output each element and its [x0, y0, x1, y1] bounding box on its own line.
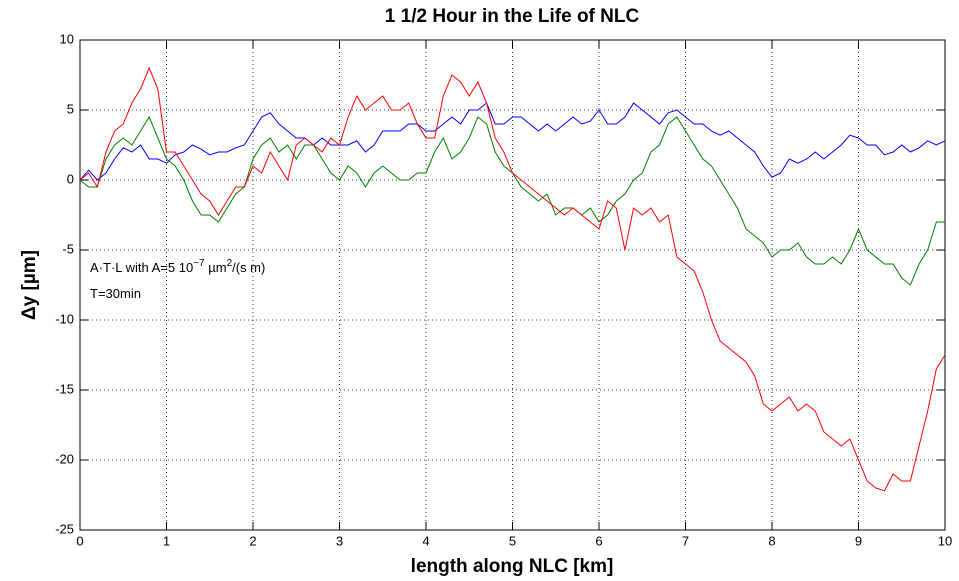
x-axis-label: length along NLC [km] [411, 556, 614, 577]
annotation-part: 2 [227, 258, 233, 269]
chart-title: 1 1/2 Hour in the Life of NLC [385, 6, 640, 27]
x-tick-label: 8 [768, 533, 775, 548]
x-tick-label: 2 [249, 533, 256, 548]
annotation: T=30min [90, 286, 141, 301]
x-tick-label: 1 [163, 533, 170, 548]
data-line [79, 66, 946, 492]
y-tick-label: 0 [67, 171, 74, 186]
data-line [79, 102, 946, 181]
x-tick-label: 7 [682, 533, 689, 548]
x-tick-label: 10 [938, 533, 952, 548]
y-tick-label: -15 [55, 381, 74, 396]
annotation: A·T·L with A=5 10−7 µm2/(s m) [90, 258, 265, 275]
annotation-part: A·T·L with A=5 10 [90, 260, 193, 275]
y-tick-label: 5 [67, 101, 74, 116]
y-tick-label: -20 [55, 451, 74, 466]
y-tick-label: 10 [60, 31, 74, 46]
x-tick-label: 4 [422, 533, 429, 548]
x-tick-label: 9 [855, 533, 862, 548]
x-tick-label: 3 [336, 533, 343, 548]
x-tick-label: 6 [595, 533, 602, 548]
y-tick-label: -5 [62, 241, 74, 256]
plot-frame [79, 39, 946, 531]
y-tick-label: -10 [55, 311, 74, 326]
x-tick-label: 5 [509, 533, 516, 548]
x-tick-label: 0 [76, 533, 83, 548]
y-axis-label: Δy [µm] [19, 250, 40, 320]
annotation-part: /(s m) [232, 260, 265, 275]
annotation-part: µm [205, 260, 227, 275]
annotation-part: −7 [193, 258, 205, 269]
y-tick-label: -25 [55, 521, 74, 536]
